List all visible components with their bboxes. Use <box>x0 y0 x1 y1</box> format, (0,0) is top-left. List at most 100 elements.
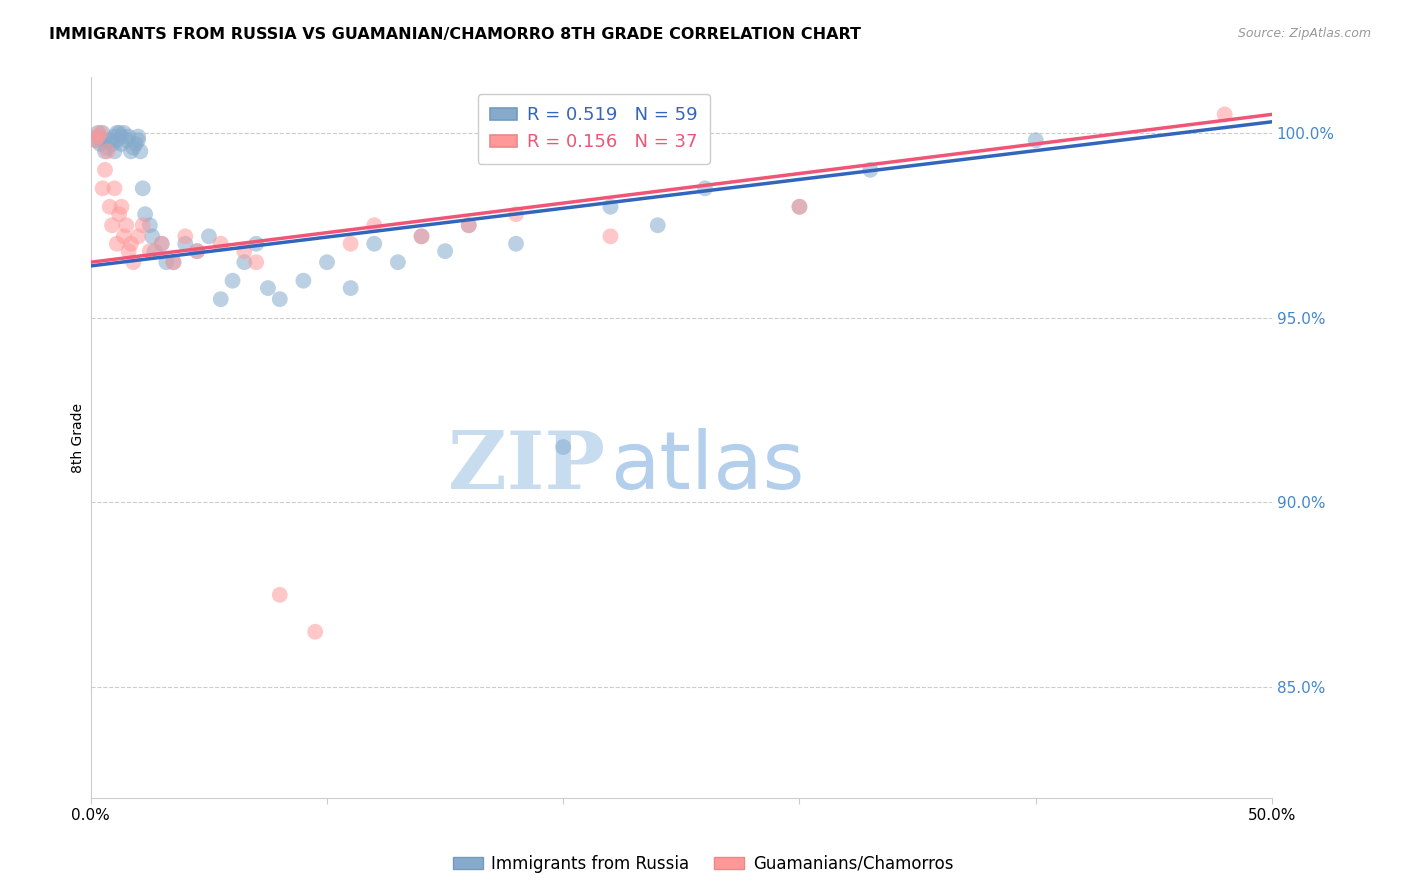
Point <box>115 133 138 147</box>
Point <box>233 244 256 259</box>
Y-axis label: 8th Grade: 8th Grade <box>72 403 86 473</box>
Point <box>98 200 121 214</box>
Point <box>108 126 131 140</box>
Point <box>411 229 433 244</box>
Point <box>143 244 166 259</box>
Point <box>141 229 163 244</box>
Point <box>457 219 479 233</box>
Point <box>110 129 132 144</box>
Point <box>103 129 125 144</box>
Point <box>96 145 118 159</box>
Point <box>101 219 124 233</box>
Point <box>87 129 110 144</box>
Point <box>209 236 232 251</box>
Point <box>789 200 811 214</box>
Point <box>599 200 621 214</box>
Point <box>96 141 118 155</box>
Point <box>103 181 125 195</box>
Point <box>457 219 479 233</box>
Point <box>316 255 339 269</box>
Point <box>87 129 110 144</box>
Point <box>505 236 527 251</box>
Point <box>339 236 361 251</box>
Point <box>101 136 124 151</box>
Point <box>162 255 184 269</box>
Text: Source: ZipAtlas.com: Source: ZipAtlas.com <box>1237 27 1371 40</box>
Point <box>105 126 128 140</box>
Point <box>87 126 110 140</box>
Point <box>120 145 142 159</box>
Point <box>139 219 162 233</box>
Point <box>599 229 621 244</box>
Point <box>198 229 221 244</box>
Point <box>94 162 117 177</box>
Point <box>94 145 117 159</box>
Point <box>233 255 256 269</box>
Point <box>91 126 114 140</box>
Legend: R = 0.519   N = 59, R = 0.156   N = 37: R = 0.519 N = 59, R = 0.156 N = 37 <box>478 94 710 164</box>
Point <box>1025 133 1047 147</box>
Point <box>553 440 575 454</box>
Point <box>91 133 114 147</box>
Point <box>127 229 149 244</box>
Point <box>89 126 111 140</box>
Point <box>269 588 291 602</box>
Point <box>132 181 155 195</box>
Point <box>363 236 385 251</box>
Point <box>98 133 121 147</box>
Point <box>139 244 162 259</box>
Legend: Immigrants from Russia, Guamanians/Chamorros: Immigrants from Russia, Guamanians/Chamo… <box>446 848 960 880</box>
Point <box>434 244 457 259</box>
Point <box>110 200 132 214</box>
Point <box>245 236 267 251</box>
Point <box>245 255 267 269</box>
Point <box>505 207 527 221</box>
Point <box>122 141 145 155</box>
Point <box>117 129 139 144</box>
Point <box>105 133 128 147</box>
Point <box>127 129 149 144</box>
Point <box>150 236 173 251</box>
Point <box>132 219 155 233</box>
Point <box>174 229 197 244</box>
Point <box>129 145 152 159</box>
Text: atlas: atlas <box>610 427 804 506</box>
Point <box>209 292 232 306</box>
Point <box>269 292 291 306</box>
Point <box>162 255 184 269</box>
Point <box>91 181 114 195</box>
Point <box>693 181 716 195</box>
Point <box>647 219 669 233</box>
Point <box>387 255 409 269</box>
Point <box>186 244 208 259</box>
Point <box>84 133 107 147</box>
Point <box>292 274 315 288</box>
Point <box>339 281 361 295</box>
Point <box>150 236 173 251</box>
Point <box>105 236 128 251</box>
Point <box>112 126 135 140</box>
Point <box>124 136 146 151</box>
Point <box>117 244 139 259</box>
Point <box>134 207 156 221</box>
Point <box>859 162 882 177</box>
Point <box>112 229 135 244</box>
Point <box>84 133 107 147</box>
Point <box>1213 107 1236 121</box>
Point <box>304 624 326 639</box>
Point <box>110 136 132 151</box>
Point <box>122 255 145 269</box>
Point <box>120 236 142 251</box>
Text: IMMIGRANTS FROM RUSSIA VS GUAMANIAN/CHAMORRO 8TH GRADE CORRELATION CHART: IMMIGRANTS FROM RUSSIA VS GUAMANIAN/CHAM… <box>49 27 862 42</box>
Text: ZIP: ZIP <box>447 427 605 506</box>
Point <box>108 207 131 221</box>
Point <box>411 229 433 244</box>
Point <box>789 200 811 214</box>
Point <box>115 219 138 233</box>
Point <box>363 219 385 233</box>
Point <box>127 133 149 147</box>
Point <box>89 136 111 151</box>
Point <box>155 255 177 269</box>
Point <box>174 236 197 251</box>
Point <box>257 281 280 295</box>
